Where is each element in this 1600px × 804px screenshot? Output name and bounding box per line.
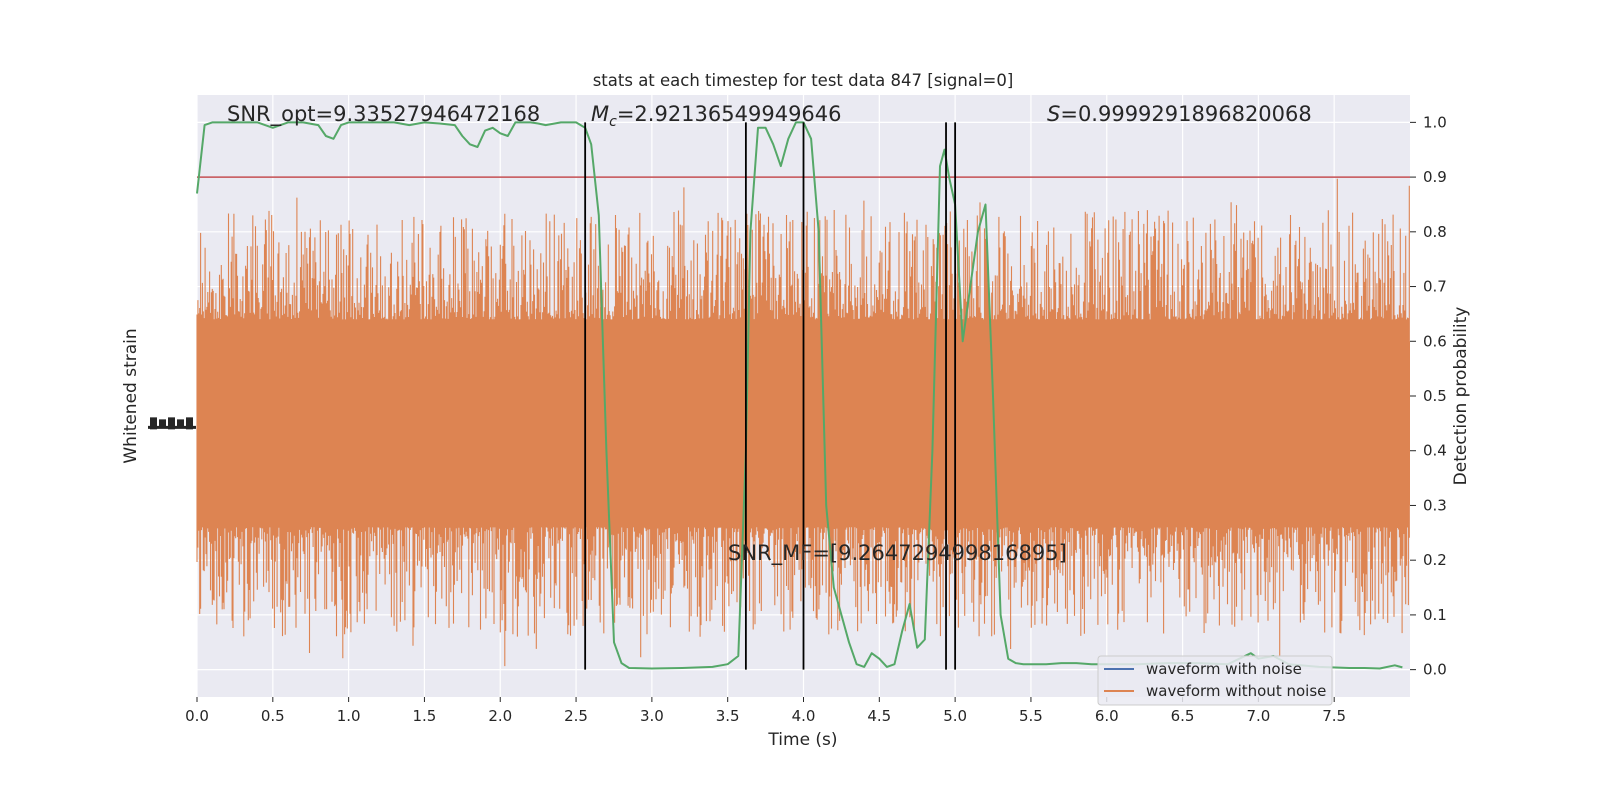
x-tick-label: 6.0 [1095,707,1119,725]
strain-spikes [196,178,1410,667]
annotation-snr-opt: SNR_opt=9.33527946472168 [227,102,540,127]
x-tick-label: 4.5 [867,707,891,725]
x-tick-label: 2.5 [564,707,588,725]
left-y-tick-mark [159,419,166,428]
right-y-tick-label: 0.7 [1423,278,1447,296]
x-tick-labels: 0.0 0.5 1.0 1.5 2.0 2.5 3.0 3.5 4.0 4.5 5.0 5.5 6.0 6… [185,697,1346,725]
legend-label-waveform-with-noise: waveform with noise [1146,660,1302,678]
x-tick-label: 1.0 [337,707,361,725]
right-y-tick-labels: 0.0 0.1 0.2 0.3 0.4 0.5 0.6 0.7 0.8 0.9 1.0 [1410,113,1447,679]
left-y-tick-mark [186,417,193,430]
annotation-snr-mf: SNR_MF=[9.264729499816895] [728,541,1067,566]
annotation-chirp-mass-subscript: c [609,114,617,130]
annotation-s: S=0.9999291896820068 [1047,102,1312,126]
x-tick-label: 7.0 [1246,707,1270,725]
right-y-tick-label: 0.0 [1423,661,1447,679]
x-tick-label: 5.0 [943,707,967,725]
left-y-axis-label: Whitened strain [121,328,141,463]
annotation-s-symbol: S [1047,102,1060,126]
right-y-tick-label: 0.3 [1423,496,1447,514]
detection-probability-line [196,121,1403,670]
legend-box [1097,655,1333,706]
x-tick-label: 2.0 [488,707,512,725]
right-y-tick-label: 0.2 [1423,551,1447,569]
left-y-tick-marks [148,417,196,430]
annotation-chirp-mass: Mc=2.92136549949646 [591,102,842,130]
right-y-tick-label: 0.8 [1423,223,1447,241]
x-tick-label: 0.0 [185,707,209,725]
detection-probability-series [196,121,1403,670]
annotation-chirp-mass-symbol: M [591,102,609,126]
x-tick-label: 6.5 [1171,707,1195,725]
x-axis-label: Time (s) [767,730,837,750]
annotation-chirp-mass-value: =2.92136549949646 [617,102,842,126]
annotation-s-value: =0.9999291896820068 [1060,102,1311,126]
legend-label-waveform-without-noise: waveform without noise [1146,682,1326,700]
chart-title: stats at each timestep for test data 847… [593,71,1014,90]
x-tick-label: 3.5 [716,707,740,725]
x-tick-label: 1.5 [413,707,437,725]
legend: waveform with noise waveform without noi… [1097,655,1333,706]
left-y-tick-mark [177,419,184,428]
x-tick-label: 4.0 [792,707,816,725]
right-y-tick-label: 0.4 [1423,442,1447,460]
right-y-tick-label: 0.9 [1423,168,1447,186]
left-y-tick-mark [150,417,157,430]
vertical-markers [584,122,957,670]
right-y-tick-label: 0.6 [1423,332,1447,350]
left-y-tick-mark [168,417,175,430]
x-tick-label: 3.0 [640,707,664,725]
x-tick-label: 5.5 [1019,707,1043,725]
right-y-axis-label: Detection probability [1451,307,1471,486]
x-tick-label: 0.5 [261,707,285,725]
right-y-tick-label: 1.0 [1423,113,1447,131]
right-y-tick-label: 0.5 [1423,387,1447,405]
x-tick-label: 7.5 [1322,707,1346,725]
right-y-tick-label: 0.1 [1423,606,1447,624]
